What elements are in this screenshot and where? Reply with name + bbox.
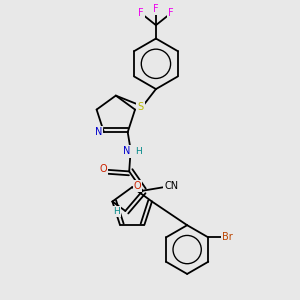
Text: F: F: [138, 8, 144, 18]
Text: O: O: [134, 181, 141, 191]
Text: Br: Br: [222, 232, 233, 242]
Text: O: O: [99, 164, 107, 174]
Text: F: F: [153, 4, 159, 14]
Text: N: N: [95, 127, 102, 137]
Text: N: N: [123, 146, 131, 157]
Text: CN: CN: [164, 181, 178, 191]
Text: H: H: [114, 207, 120, 216]
Text: S: S: [137, 102, 143, 112]
Text: H: H: [135, 147, 142, 156]
Text: F: F: [168, 8, 174, 18]
